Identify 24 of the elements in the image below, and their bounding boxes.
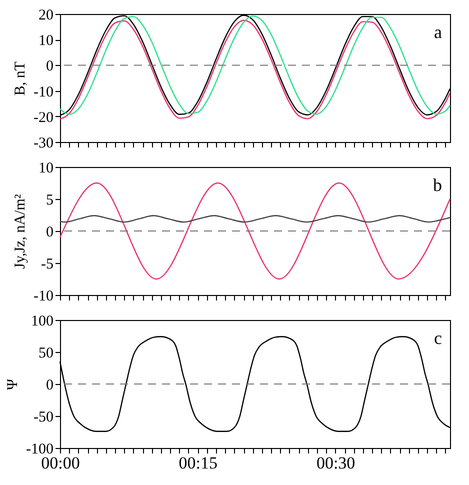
- y-tick-label: 10: [38, 33, 54, 50]
- y-tick-label: -30: [34, 136, 54, 152]
- annotation: a: [434, 22, 442, 42]
- y-tick-label: 0: [46, 224, 54, 240]
- y-tick-label: -50: [34, 410, 54, 426]
- y-axis-title: Ψ: [5, 378, 22, 390]
- y-tick-label: 0: [46, 58, 54, 75]
- y-tick-label: 20: [38, 8, 54, 24]
- line-series: [59, 215, 451, 223]
- y-tick-label: 10: [38, 160, 54, 176]
- y-tick-label: -10: [34, 84, 54, 100]
- y-tick-label: -10: [34, 288, 54, 304]
- y-axis-title: Jy,Jz, nA/m²: [12, 194, 29, 269]
- y-tick-label: -20: [34, 110, 54, 126]
- y-tick-label: 0: [46, 378, 54, 394]
- annotation: c: [434, 328, 442, 348]
- y-tick-label: 100: [31, 314, 54, 330]
- y-tick-label: 5: [46, 192, 54, 208]
- y-tick-label: -5: [41, 256, 54, 272]
- x-tick-label: 00:30: [316, 454, 356, 472]
- annotation: b: [433, 175, 442, 195]
- x-tick-label: 00:15: [178, 454, 218, 472]
- y-tick-label: 50: [38, 346, 54, 362]
- y-axis-title: B, nT: [12, 61, 29, 96]
